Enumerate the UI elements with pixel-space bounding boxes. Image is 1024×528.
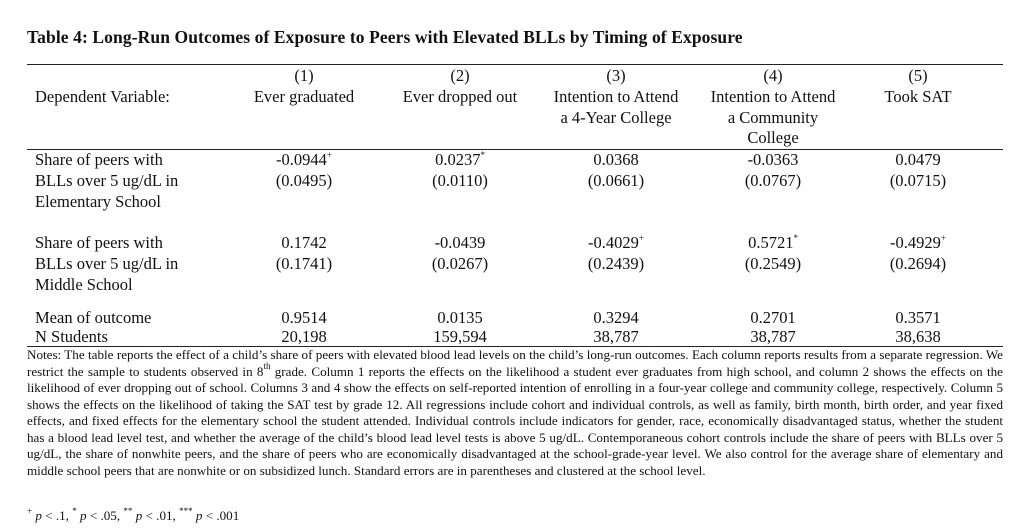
sig-symbol: + [27,505,33,516]
sig-marker: + [940,232,946,243]
n-row-label: N Students [35,327,108,346]
row-label-middle: Share of peers with BLLs over 5 ug/dL in… [35,233,178,295]
threshold-text: < .001 [202,508,240,523]
coef-value: -0.0363 [747,150,799,169]
coef-cell: -0.4029+ (0.2439) [543,233,689,275]
sig-symbol: * [72,505,77,516]
se-value: (0.0661) [587,170,645,190]
se-value: (0.0267) [431,253,489,273]
notes-text: grade. Column 1 reports the effects on t… [27,363,1003,478]
column-title-line: Took SAT [884,86,952,106]
column-header-2: (2) Ever dropped out [394,66,526,108]
significance-footnote: + p < .1, * p < .05, ** p < .01, *** p <… [27,505,240,524]
coef-value: -0.0439 [434,233,486,252]
mean-value: 0.0135 [437,308,483,327]
mean-value: 0.2701 [750,308,796,327]
se-value: (0.2694) [889,253,947,273]
n-value: 38,787 [593,327,639,346]
p-symbol: p [80,508,87,523]
se-value: (0.0715) [889,170,947,190]
coef-cell: 0.1742 (0.1741) [244,233,364,275]
row-label-line: Elementary School [35,191,162,211]
notes-text: Notes: The table reports the effect of a… [27,347,1003,379]
n-value: 38,787 [750,327,796,346]
column-header-3: (3) Intention to Attend a 4-Year College [543,66,689,128]
se-value: (0.0495) [275,170,333,190]
column-title-line: College [747,128,799,148]
mean-value: 0.3571 [895,308,941,327]
se-value: (0.0767) [744,170,802,190]
coef-value: 0.0479 [895,150,941,169]
column-number: (2) [450,66,470,85]
top-rule [27,64,1003,65]
threshold-text: < .1, [41,508,73,523]
threshold-text: < .05, [86,508,124,523]
column-header-4: (4) Intention to Attend a Community Coll… [700,66,846,149]
column-header-5: (5) Took SAT [873,66,963,108]
coef-cell: -0.0439 (0.0267) [394,233,526,275]
threshold-text: < .01, [142,508,180,523]
n-value: 159,594 [433,327,487,346]
sig-marker: * [793,232,798,243]
coef-value: 0.5721 [748,233,794,252]
coef-cell: -0.0944+ (0.0495) [244,150,364,192]
p-symbol: p [35,508,42,523]
p-symbol: p [135,508,143,523]
row-label-line: Share of peers with [35,233,163,252]
mean-value: 0.9514 [281,308,327,327]
column-title-line: Intention to Attend [553,86,679,106]
coef-value: -0.4929 [890,233,941,252]
column-number: (4) [763,66,783,85]
mean-row-label: Mean of outcome [35,308,152,327]
row-label-line: Share of peers with [35,150,163,169]
column-title-line: a Community [727,107,819,127]
coef-value: 0.0368 [593,150,639,169]
table-notes: Notes: The table reports the effect of a… [27,347,1003,479]
coef-cell: 0.0237* (0.0110) [394,150,526,192]
column-header-1: (1) Ever graduated [244,66,364,108]
sig-symbol: *** [179,505,193,516]
coef-cell: 0.0479 (0.0715) [873,150,963,192]
bottom-rule [27,346,1003,347]
dependent-variable-label: Dependent Variable: [35,87,170,106]
row-label-elementary: Share of peers with BLLs over 5 ug/dL in… [35,150,178,212]
coef-cell: -0.0363 (0.0767) [700,150,846,192]
ordinal-superscript: th [263,361,271,372]
column-number: (3) [606,66,626,85]
p-symbol: p [195,508,203,523]
n-value: 20,198 [281,327,327,346]
column-number: (5) [908,66,928,85]
coef-cell: 0.0368 (0.0661) [543,150,689,192]
column-title-line: Intention to Attend [710,86,836,106]
row-label-line: BLLs over 5 ug/dL in [35,170,179,190]
n-value: 38,638 [895,327,941,346]
sig-marker: + [638,232,644,243]
se-value: (0.1741) [275,253,333,273]
se-value: (0.2549) [744,253,802,273]
sig-marker: + [326,149,332,160]
column-title-line: Ever graduated [253,86,355,106]
row-label-line: BLLs over 5 ug/dL in [35,253,179,273]
se-value: (0.0110) [432,170,488,190]
coef-value: 0.0237 [435,150,481,169]
coef-cell: -0.4929+ (0.2694) [873,233,963,275]
sig-marker: * [480,149,485,160]
se-value: (0.2439) [587,253,645,273]
coef-value: -0.0944 [276,150,327,169]
sig-symbol: ** [123,505,133,516]
column-title-line: a 4-Year College [560,107,672,127]
coef-value: 0.1742 [281,233,327,252]
table-title: Table 4: Long-Run Outcomes of Exposure t… [27,27,743,47]
coef-cell: 0.5721* (0.2549) [700,233,846,275]
column-number: (1) [294,66,314,85]
column-title-line: Ever dropped out [402,86,518,106]
row-label-line: Middle School [35,274,133,294]
mean-value: 0.3294 [593,308,639,327]
coef-value: -0.4029 [588,233,639,252]
header-rule [27,149,1003,150]
